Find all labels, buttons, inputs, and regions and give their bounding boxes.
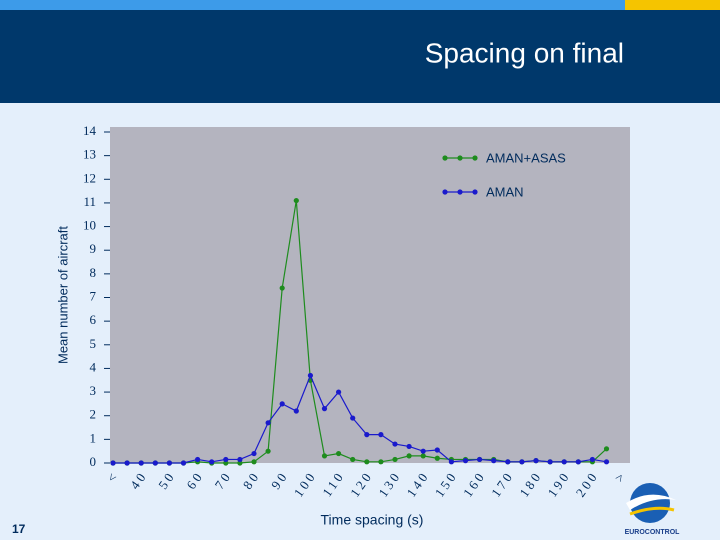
- data-point: [477, 456, 483, 463]
- legend-marker: [457, 189, 463, 195]
- data-point: [321, 453, 328, 459]
- data-point: [561, 459, 567, 465]
- data-point: [378, 459, 384, 465]
- data-point: [420, 453, 426, 459]
- data-point: [378, 432, 384, 438]
- data-point: [603, 459, 610, 465]
- y-tick-label: 2: [90, 407, 97, 422]
- data-point: [124, 460, 130, 466]
- data-point: [364, 432, 370, 438]
- logo: EUROCONTROL: [625, 483, 681, 536]
- data-point: [364, 459, 370, 465]
- data-point: [265, 448, 271, 454]
- data-point: [293, 408, 299, 414]
- data-point: [350, 456, 356, 463]
- y-tick-label: 8: [90, 265, 97, 280]
- y-tick-label: 7: [90, 288, 97, 303]
- data-point: [336, 389, 342, 395]
- data-point: [209, 459, 215, 465]
- data-point: [166, 460, 172, 466]
- y-tick-label: 10: [83, 218, 96, 233]
- data-point: [251, 450, 257, 457]
- logo-globe: [630, 483, 670, 523]
- legend-label: AMAN: [486, 184, 524, 199]
- data-point: [251, 459, 257, 465]
- legend-marker: [457, 155, 463, 161]
- data-point: [406, 443, 412, 450]
- y-tick-label: 6: [90, 312, 97, 327]
- legend-marker: [442, 155, 448, 161]
- data-point: [434, 455, 440, 461]
- x-axis-title: Time spacing (s): [321, 512, 424, 528]
- plot-area: [110, 127, 630, 463]
- legend-marker: [472, 155, 478, 161]
- data-point: [547, 459, 553, 465]
- data-point: [138, 460, 144, 466]
- data-point: [519, 459, 525, 465]
- data-point: [321, 406, 328, 412]
- data-point: [307, 372, 313, 379]
- y-tick-label: 5: [90, 336, 97, 351]
- top-stripe-accent: [625, 0, 720, 10]
- data-point: [180, 460, 187, 466]
- data-point: [110, 460, 116, 466]
- y-tick-label: 9: [90, 241, 97, 256]
- data-point: [603, 446, 610, 452]
- data-point: [223, 456, 229, 463]
- data-point: [237, 456, 243, 463]
- slide-number: 17: [12, 522, 26, 536]
- data-point: [434, 447, 440, 453]
- data-point: [152, 460, 158, 466]
- y-tick-label: 11: [83, 194, 96, 209]
- data-point: [279, 285, 285, 291]
- logo-swoosh: [626, 494, 676, 510]
- data-point: [279, 401, 285, 407]
- data-point: [420, 448, 426, 454]
- y-tick-label: 0: [90, 454, 97, 469]
- logo-text: EUROCONTROL: [625, 529, 681, 536]
- y-tick-label: 14: [83, 123, 97, 138]
- header-band: [0, 10, 720, 103]
- y-tick-label: 3: [90, 383, 97, 398]
- data-point: [336, 450, 342, 457]
- y-axis-title: Mean number of aircraft: [55, 226, 70, 364]
- data-point: [392, 441, 398, 447]
- data-point: [491, 458, 497, 464]
- data-point: [462, 458, 469, 464]
- y-tick-label: 12: [83, 170, 96, 185]
- logo-swoosh-accent: [629, 506, 675, 516]
- data-point: [589, 456, 596, 463]
- data-point: [406, 453, 412, 459]
- data-point: [505, 459, 511, 465]
- y-tick-label: 4: [90, 359, 97, 374]
- legend-marker: [442, 189, 448, 195]
- data-point: [265, 420, 271, 426]
- legend-marker: [472, 189, 478, 195]
- data-point: [533, 458, 539, 464]
- y-tick-label: 13: [83, 147, 96, 162]
- data-point: [392, 456, 398, 463]
- data-point: [448, 459, 454, 465]
- data-point: [195, 456, 201, 463]
- y-tick-label: 1: [90, 430, 97, 445]
- legend-label: AMAN+ASAS: [486, 150, 566, 165]
- data-point: [350, 415, 356, 421]
- data-point: [575, 459, 581, 465]
- data-point: [293, 197, 299, 204]
- slide-title: Spacing on final: [425, 37, 624, 68]
- top-stripe: [0, 0, 625, 10]
